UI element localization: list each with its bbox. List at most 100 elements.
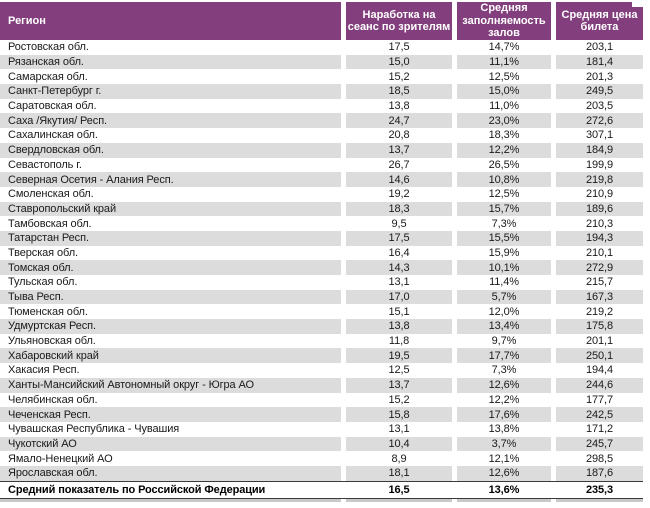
occupancy-cell: 12,6%: [457, 377, 551, 393]
sessions-cell: 13,1: [346, 275, 452, 290]
region-cell: Ханты-Мансийский Автономный округ - Югра…: [0, 377, 341, 393]
occupancy-cell: 10,8%: [457, 172, 551, 187]
table-row: Севастополь г. 26,7 26,5% 199,9: [0, 157, 643, 173]
sessions-cell: 18,3: [346, 201, 452, 217]
sessions-cell: 19,2: [346, 186, 452, 202]
price-cell: 210,1: [556, 245, 643, 261]
occupancy-cell: 15,9%: [457, 245, 551, 261]
regions-table: Регион Наработка на сеанс по зрителям Ср…: [0, 2, 643, 502]
price-cell: 242,5: [556, 407, 643, 422]
sessions-cell: 24,7: [346, 113, 452, 129]
price-cell: 298,5: [556, 451, 643, 466]
sessions-cell: 26,7: [346, 157, 452, 173]
table-row: Сахалинская обл. 20,8 18,3% 307,1: [0, 128, 643, 143]
table-row: Саратовская обл. 13,8 11,0% 203,5: [0, 98, 643, 114]
price-cell: 181,4: [556, 54, 643, 70]
price-cell: 189,6: [556, 201, 643, 217]
occupancy-cell: 18,3%: [457, 128, 551, 143]
region-cell: Санкт-Петербург г.: [0, 84, 341, 99]
price-cell: 307,1: [556, 128, 643, 143]
table-row: Тамбовская обл. 9,5 7,3% 210,3: [0, 216, 643, 231]
occupancy-cell: 12,5%: [457, 186, 551, 202]
occupancy-cell: 26,5%: [457, 157, 551, 173]
table-row: Тульская обл. 13,1 11,4% 215,7: [0, 275, 643, 290]
occupancy-cell: 14,7%: [457, 40, 551, 55]
table-row: Ханты-Мансийский Автономный округ - Югра…: [0, 377, 643, 393]
price-cell: 203,5: [556, 98, 643, 114]
occupancy-cell: 11,4%: [457, 275, 551, 290]
price-cell: 219,2: [556, 304, 643, 320]
occupancy-cell: 15,5%: [457, 230, 551, 246]
price-cell: 201,3: [556, 69, 643, 85]
occupancy-cell: 12,6%: [457, 465, 551, 481]
region-cell: Чеченская Респ.: [0, 407, 341, 422]
price-cell: 167,3: [556, 289, 643, 305]
price-cell: 250,1: [556, 348, 643, 364]
price-cell: 210,9: [556, 186, 643, 202]
occupancy-cell: 11,1%: [457, 54, 551, 70]
sessions-cell: 14,3: [346, 260, 452, 275]
price-cell: 272,9: [556, 260, 643, 275]
occupancy-cell: 5,7%: [457, 289, 551, 305]
table-row: Ульяновская обл. 11,8 9,7% 201,1: [0, 333, 643, 349]
table-row: Татарстан Респ. 17,5 15,5% 194,3: [0, 230, 643, 246]
table-bottom-shadow: [0, 498, 643, 502]
sessions-cell: 13,7: [346, 142, 452, 158]
col-header-region: Регион: [0, 2, 341, 40]
price-cell: 194,4: [556, 363, 643, 378]
table-row: Свердловская обл. 13,7 12,2% 184,9: [0, 142, 643, 158]
col-header-occupancy: Средняя заполняемость залов: [457, 2, 551, 40]
occupancy-cell: 13,8%: [457, 421, 551, 437]
sessions-cell: 9,5: [346, 216, 452, 231]
occupancy-cell: 17,6%: [457, 407, 551, 422]
col-header-price: Средняя цена билета: [556, 2, 643, 40]
table-row: Чеченская Респ. 15,8 17,6% 242,5: [0, 407, 643, 422]
col-header-sessions: Наработка на сеанс по зрителям: [346, 2, 452, 40]
table-row: Чувашская Республика - Чувашия 13,1 13,8…: [0, 421, 643, 437]
table-row: Ростовская обл. 17,5 14,7% 203,1: [0, 40, 643, 55]
sessions-cell: 10,4: [346, 436, 452, 452]
region-cell: Ростовская обл.: [0, 40, 341, 55]
sessions-cell: 8,9: [346, 451, 452, 466]
summary-price: 235,3: [556, 481, 643, 498]
table-row: Чукотский АО 10,4 3,7% 245,7: [0, 436, 643, 452]
sessions-cell: 16,4: [346, 245, 452, 261]
sessions-cell: 11,8: [346, 333, 452, 349]
price-cell: 215,7: [556, 275, 643, 290]
region-cell: Смоленская обл.: [0, 186, 341, 202]
region-cell: Татарстан Респ.: [0, 230, 341, 246]
price-cell: 171,2: [556, 421, 643, 437]
table-row: Удмуртская Респ. 13,8 13,4% 175,8: [0, 319, 643, 334]
sessions-cell: 17,0: [346, 289, 452, 305]
price-cell: 201,1: [556, 333, 643, 349]
table-row: Ярославская обл. 18,1 12,6% 187,6: [0, 465, 643, 481]
table-row: Саха /Якутия/ Респ. 24,7 23,0% 272,6: [0, 113, 643, 129]
region-cell: Челябинская обл.: [0, 392, 341, 408]
occupancy-cell: 12,2%: [457, 142, 551, 158]
region-cell: Ульяновская обл.: [0, 333, 341, 349]
sessions-cell: 13,1: [346, 421, 452, 437]
price-cell: 194,3: [556, 230, 643, 246]
region-cell: Ямало-Ненецкий АО: [0, 451, 341, 466]
sessions-cell: 18,5: [346, 84, 452, 99]
price-cell: 175,8: [556, 319, 643, 334]
sessions-cell: 17,5: [346, 230, 452, 246]
price-cell: 184,9: [556, 142, 643, 158]
region-cell: Ставропольский край: [0, 201, 341, 217]
sessions-cell: 15,1: [346, 304, 452, 320]
sessions-cell: 13,8: [346, 319, 452, 334]
occupancy-cell: 7,3%: [457, 216, 551, 231]
sessions-cell: 13,8: [346, 98, 452, 114]
price-cell: 203,1: [556, 40, 643, 55]
sessions-cell: 13,7: [346, 377, 452, 393]
occupancy-cell: 17,7%: [457, 348, 551, 364]
table-row: Хабаровский край 19,5 17,7% 250,1: [0, 348, 643, 364]
occupancy-cell: 12,5%: [457, 69, 551, 85]
occupancy-cell: 11,0%: [457, 98, 551, 114]
region-cell: Тульская обл.: [0, 275, 341, 290]
table-row: Хакасия Респ. 12,5 7,3% 194,4: [0, 363, 643, 378]
sessions-cell: 15,2: [346, 392, 452, 408]
occupancy-cell: 7,3%: [457, 363, 551, 378]
region-cell: Ярославская обл.: [0, 465, 341, 481]
table-row: Смоленская обл. 19,2 12,5% 210,9: [0, 186, 643, 202]
